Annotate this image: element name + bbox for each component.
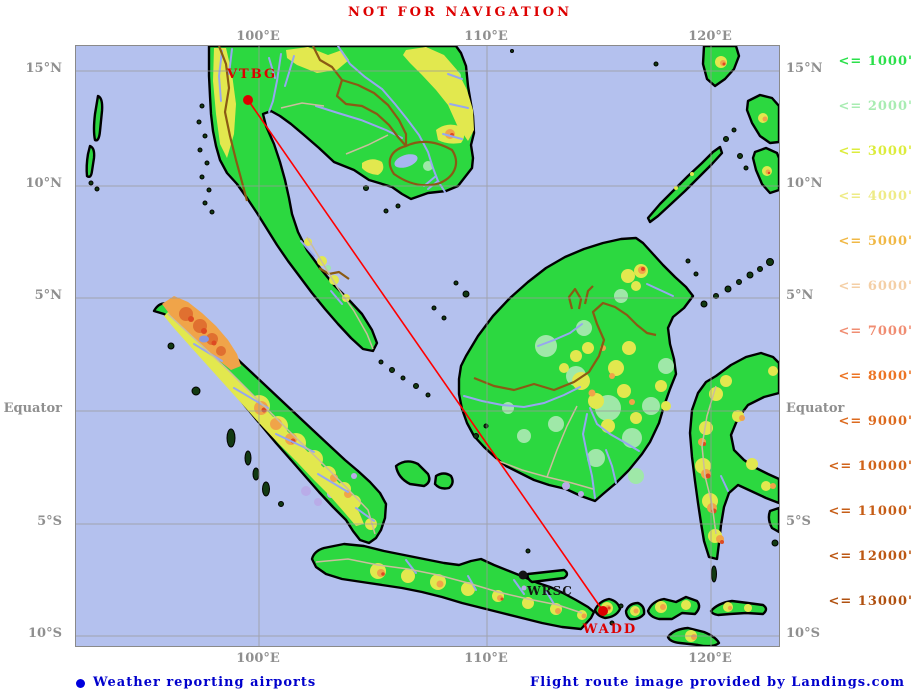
lat-label-right: 10°S [786,626,820,641]
legend-item-elevation: <= 9000' [838,414,913,429]
lat-label-left: 10°N [25,176,62,191]
airport-label-VTBG: VTBG [226,67,277,82]
legend-item-elevation: <= 5000' [838,234,913,249]
map-canvas: VTBG WRSC WADD [75,44,781,648]
legend-item-elevation: <= 1000' [838,54,913,69]
legend-item-elevation: <= 8000' [838,369,913,384]
map-disclaimer-title: NOT FOR NAVIGATION [348,5,572,20]
landmass-madura [526,568,569,584]
landmass-andaman-south [85,144,96,179]
roads [167,102,717,614]
small-islands [88,49,779,626]
country-borders [217,45,657,392]
landmass-palawan [646,145,724,224]
weather-airport-dot-icon [76,679,85,688]
legend-item-elevation: <= 4000' [838,189,913,204]
lake-tonle-sap [394,154,418,168]
airport-label-WRSC: WRSC [526,584,573,598]
lon-label-top: 110°E [464,29,508,44]
lon-label-bottom: 120°E [688,651,732,666]
flight-route-line [247,99,604,612]
footer-weather-legend: Weather reporting airports [93,675,317,690]
airport-marker-WRSC [518,570,528,580]
lat-label-left: Equator [3,401,62,416]
lat-label-left: 10°S [28,626,62,641]
legend-item-elevation: <= 6000' [838,279,913,294]
legend-item-elevation: <= 11000' [828,504,913,519]
legend-item-elevation: <= 2000' [838,99,913,114]
legend-item-elevation: <= 10000' [828,459,913,474]
lake-toba [199,335,209,343]
lon-label-bottom: 100°E [236,651,280,666]
lat-label-left: 15°N [25,61,62,76]
landmass-buton [767,506,781,534]
lat-label-right: 5°N [786,288,814,303]
legend-item-elevation: <= 13000' [828,594,913,609]
rivers [193,45,729,605]
legend-item-elevation: <= 12000' [828,549,913,564]
footer-credit: Flight route image provided by Landings.… [530,675,905,690]
legend-item-elevation: <= 3000' [838,144,913,159]
lat-label-left: 5°N [34,288,62,303]
lat-label-right: Equator [786,401,845,416]
graticule [76,46,779,646]
airport-marker-WADD [598,606,608,616]
lon-label-top: 120°E [688,29,732,44]
landmass-bangka [394,460,431,488]
route-overlay: VTBG WRSC WADD [226,67,637,637]
lat-label-right: 5°S [786,514,811,529]
airport-marker-VTBG [243,95,253,105]
landmass-belitung [433,472,454,490]
lat-label-right: 10°N [786,176,823,191]
legend-item-elevation: <= 7000' [838,324,913,339]
lat-label-left: 5°S [37,514,62,529]
lat-label-right: 15°N [786,61,823,76]
airport-label-WADD: WADD [582,622,637,637]
lon-label-top: 100°E [236,29,280,44]
lon-label-bottom: 110°E [464,651,508,666]
landmass-andaman-north [92,94,104,142]
